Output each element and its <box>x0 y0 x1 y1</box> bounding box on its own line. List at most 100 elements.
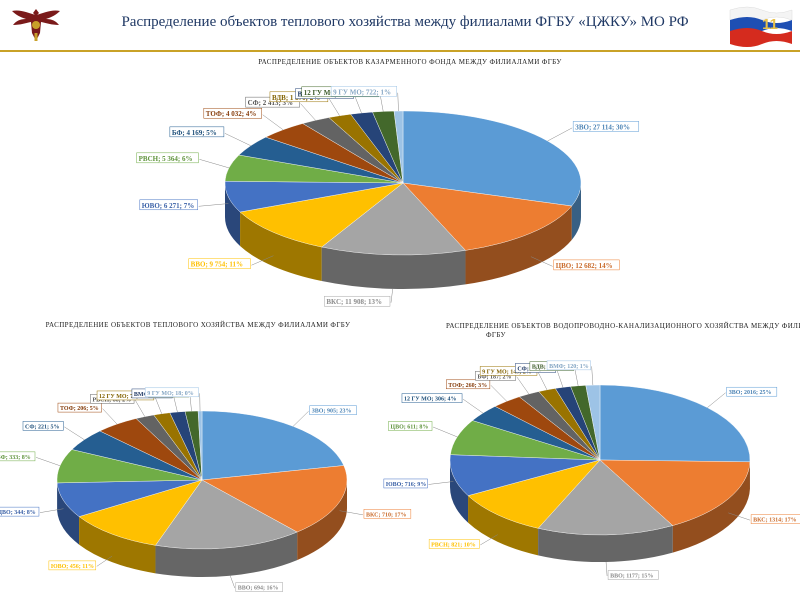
slice-ВКС <box>321 182 466 256</box>
leader-line <box>39 508 64 513</box>
slice-ВВО <box>239 182 404 248</box>
pie-chart-3: РАСПРЕДЕЛЕНИЕ ОБЪЕКТОВ ВОДОПРОВОДНО-КАНА… <box>383 322 800 580</box>
leader-line <box>432 426 458 438</box>
data-label-box <box>607 570 659 580</box>
data-label: ВКС; 1314; 17% <box>753 518 797 524</box>
slide-header: Распределение объектов теплового хозяйст… <box>0 0 800 52</box>
data-label: БФ; 187; 2% <box>477 374 511 380</box>
data-label: ЮВО; 456; 11% <box>51 564 94 570</box>
data-label: ЗВО; 905; 23% <box>312 409 352 415</box>
leader-line <box>251 255 274 266</box>
chart-title: РАСПРЕДЕЛЕНИЕ ОБЪЕКТОВ ТЕПЛОВОГО ХОЗЯЙСТ… <box>46 321 351 329</box>
slice-ЮВО <box>449 454 601 496</box>
data-label-box <box>169 126 225 138</box>
data-label: 9 ГУ МО; 149; 2% <box>482 369 532 375</box>
data-label-box <box>388 421 433 431</box>
slice-9-ГУ-МО <box>393 110 404 184</box>
data-label-box <box>48 560 97 571</box>
slice-side-ЦВО <box>57 482 80 545</box>
data-label: ЦВО; 611; 8% <box>390 424 428 430</box>
data-label: ЦВО; 344; 8% <box>0 510 36 516</box>
leader-line <box>707 392 726 408</box>
data-label: СФ; 221; 5% <box>25 424 59 430</box>
data-label-box <box>57 402 102 413</box>
leader-line <box>198 203 229 207</box>
data-label: 9 ГУ МО; 18; 0% <box>147 391 194 397</box>
data-label-box <box>203 107 262 119</box>
pie-side-walls <box>450 460 750 562</box>
data-label: БФ; 333; 8% <box>0 455 31 461</box>
leader-line <box>530 256 553 267</box>
leader-line <box>292 411 309 427</box>
data-label-box <box>0 506 40 517</box>
slice-side-ЮВО <box>450 460 469 523</box>
data-label: 12 ГУ МО; 306; 4% <box>404 397 457 403</box>
leader-line <box>728 512 751 521</box>
leader-line <box>328 98 340 116</box>
slice-ВМФ <box>585 384 601 461</box>
slice-ВКС <box>201 465 348 533</box>
leader-line <box>462 398 484 414</box>
leader-line <box>224 133 251 146</box>
data-label: ВВО; 1177; 15% <box>610 574 653 580</box>
data-label-box <box>144 387 199 398</box>
slice-ЗВО <box>599 384 751 463</box>
leader-line <box>591 366 594 386</box>
data-label-box <box>324 295 391 307</box>
data-label-box <box>553 259 620 271</box>
slice-side-ЮВО <box>225 183 241 247</box>
data-label-box <box>428 539 480 549</box>
leader-line <box>428 481 454 485</box>
data-label: ТОФ; 4 032; 4% <box>206 110 257 118</box>
leader-line <box>35 457 61 467</box>
data-label: ВКС; 710; 17% <box>366 512 407 518</box>
leader-line <box>199 159 230 169</box>
leader-line <box>397 92 399 112</box>
leader-line <box>516 376 530 395</box>
data-label-box <box>401 393 463 403</box>
slice-side-ВКС <box>672 461 750 553</box>
pie-chart-2: РАСПРЕДЕЛЕНИЕ ОБЪЕКТОВ ТЕПЛОВОГО ХОЗЯЙСТ… <box>0 321 412 592</box>
leader-line <box>134 399 146 417</box>
leader-line <box>300 103 316 121</box>
slice-side-РВСН <box>468 495 539 556</box>
russian-flag-icon: 11 <box>729 6 793 47</box>
leader-line <box>490 385 507 402</box>
data-label: ЗВО; 27 114; 30% <box>575 123 630 131</box>
slice-ЮВО <box>78 479 203 546</box>
data-label: СФ; 2 413; 3% <box>248 99 293 107</box>
data-label-box <box>363 509 412 519</box>
data-label-box <box>139 199 198 211</box>
leader-line <box>262 114 284 130</box>
data-label-box <box>750 514 800 524</box>
leader-line <box>480 534 498 546</box>
data-label-box <box>330 86 397 97</box>
data-label: 12 ГУ МО; 77; 2% <box>99 394 149 400</box>
slice-ВВО <box>537 459 674 536</box>
leader-line <box>537 371 548 390</box>
data-label: ЦВО; 12 682; 14% <box>556 262 613 270</box>
slice-ВКС <box>599 459 751 526</box>
leader-line <box>229 575 236 589</box>
leader-line <box>605 561 608 577</box>
data-label: ВМФ; 120; 1% <box>549 364 589 370</box>
slice-side-ЮВО <box>79 516 156 574</box>
data-label: РВСН; 88; 2% <box>92 397 131 403</box>
slice-side-ВВО <box>155 532 298 578</box>
chart-title: РАСПРЕДЕЛЕНИЕ ОБЪЕКТОВ КАЗАРМЕННОГО ФОНД… <box>258 58 561 66</box>
header-divider <box>0 50 800 52</box>
eagle-emblem-icon <box>12 9 60 42</box>
data-label-box <box>726 386 778 397</box>
data-label-box <box>446 379 491 390</box>
data-label: ВВО; 9 754; 11% <box>191 261 243 269</box>
pie-side-walls <box>57 480 347 578</box>
slice-ВВО <box>155 479 298 550</box>
leader-line <box>556 368 564 388</box>
slice-side-ЦВО <box>465 206 572 285</box>
page-title: Распределение объектов теплового хозяйст… <box>121 14 689 30</box>
pie-chart-1: РАСПРЕДЕЛЕНИЕ ОБЪЕКТОВ КАЗАРМЕННОГО ФОНД… <box>136 58 640 307</box>
leader-line <box>390 288 393 303</box>
page-number: 11 <box>762 16 778 33</box>
slice-side-ВВО <box>538 525 673 562</box>
data-label-box <box>188 258 251 269</box>
